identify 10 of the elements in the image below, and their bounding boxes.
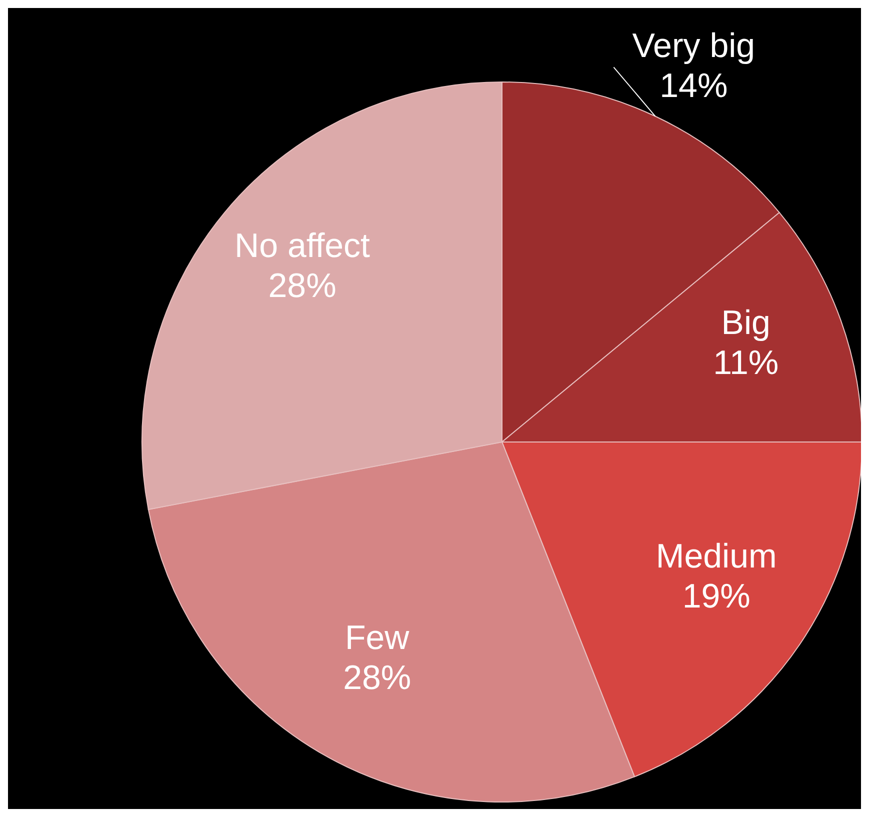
slice-label: Very big [632, 27, 756, 66]
slice-label: No affect [234, 226, 371, 265]
data-label: 28% [343, 659, 412, 698]
data-label: 14% [660, 67, 728, 106]
data-label: 19% [682, 578, 750, 616]
data-label: 28% [268, 266, 336, 305]
slice-label: Big [721, 304, 770, 342]
slice-label: Medium [656, 538, 777, 576]
data-label: 11% [713, 344, 779, 382]
slice-label: Few [345, 619, 410, 658]
